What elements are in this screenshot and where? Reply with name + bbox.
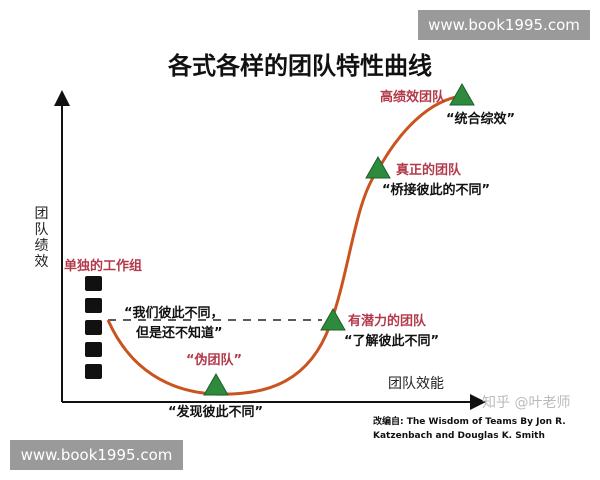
marker-potential-team	[320, 307, 346, 331]
marker-real-team	[365, 155, 391, 179]
quote-pseudo-team: “发现彼此不同”	[168, 404, 263, 420]
quote-potential-team: “了解彼此不同”	[344, 333, 439, 349]
stage-pseudo-team: “伪团队”	[186, 352, 242, 368]
marker-pseudo-team	[203, 372, 229, 396]
source-line-1: 改编自: The Wisdom of Teams By Jon R.	[373, 415, 566, 427]
quote-real-team: “桥接彼此的不同”	[382, 182, 490, 198]
quote-work-group-1: “我们彼此不同，	[124, 305, 224, 321]
source-line-2: Katzenbach and Douglas K. Smith	[373, 431, 545, 441]
quote-high-performance-team: “统合综效”	[446, 111, 515, 127]
watermark-bottom: www.book1995.com	[10, 440, 183, 470]
diagram-title: 各式各样的团队特性曲线	[167, 52, 432, 80]
stage-real-team: 真正的团队	[396, 162, 462, 178]
stage-potential-team: 有潜力的团队	[348, 313, 427, 329]
stage-high-performance-team: 高绩效团队	[380, 89, 446, 105]
y-axis-label: 团队绩效	[34, 206, 49, 270]
work-group-squares	[85, 276, 102, 379]
stage-work-group: 单独的工作组	[64, 258, 142, 274]
quote-work-group-2: 但是还不知道”	[135, 325, 223, 341]
watermark-top: www.book1995.com	[418, 10, 590, 40]
marker-high-performance-team	[449, 82, 475, 106]
zhihu-watermark: 知乎 @叶老师	[482, 394, 570, 411]
x-axis-label: 团队效能	[388, 376, 444, 392]
performance-curve	[106, 94, 463, 396]
